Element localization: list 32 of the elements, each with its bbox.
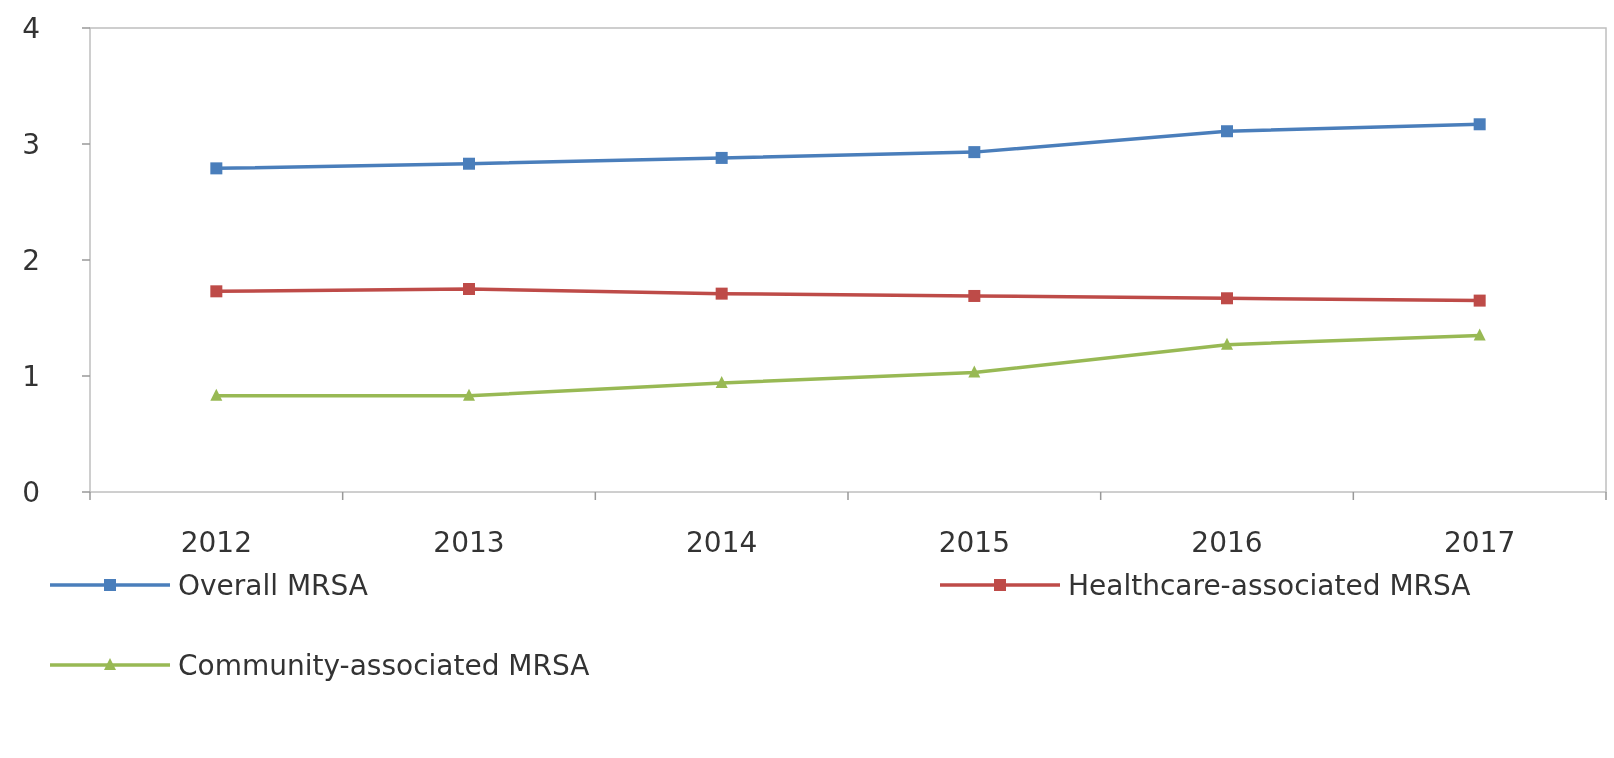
point	[715, 151, 728, 164]
point	[1473, 118, 1486, 131]
point	[1473, 328, 1486, 341]
x-tick-label: 2012	[180, 526, 252, 559]
x-tick-label: 2016	[1191, 526, 1263, 559]
point	[1473, 294, 1486, 307]
legend-label: Overall MRSA	[178, 568, 369, 602]
point	[210, 285, 223, 298]
point	[463, 157, 475, 170]
point	[210, 162, 223, 175]
point	[715, 287, 728, 300]
point	[1221, 337, 1233, 350]
point	[210, 388, 223, 401]
y-tick-label: 4	[22, 11, 40, 45]
x-tick-label: 2014	[686, 526, 758, 559]
y-tick-label: 3	[22, 127, 40, 161]
point	[715, 375, 728, 388]
point	[968, 289, 981, 302]
y-tick-label: 0	[22, 475, 40, 509]
point	[968, 146, 981, 159]
x-tick-label: 2013	[433, 526, 505, 559]
y-tick-label: 2	[22, 243, 40, 277]
x-tick-label: 2015	[938, 526, 1010, 559]
point	[1221, 292, 1233, 305]
point	[1221, 125, 1233, 138]
legend-label: Healthcare-associated MRSA	[1068, 568, 1471, 602]
x-tick-label: 2017	[1444, 526, 1516, 559]
point	[968, 365, 981, 378]
point	[463, 283, 475, 295]
y-tick-label: 1	[22, 359, 40, 393]
point	[463, 388, 475, 401]
legend-label: Community-associated MRSA	[178, 648, 590, 682]
